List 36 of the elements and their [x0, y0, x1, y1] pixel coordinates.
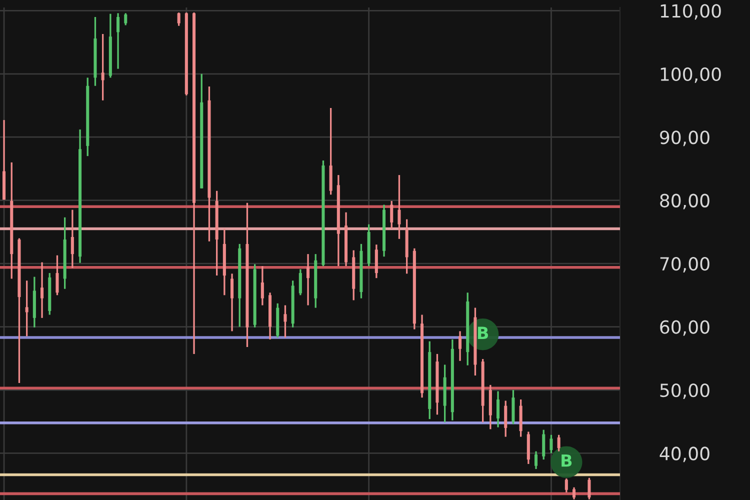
candlestick [564, 478, 568, 494]
candlestick [56, 254, 59, 296]
candlestick [588, 477, 591, 500]
candlestick [496, 390, 500, 428]
candlestick [116, 12, 120, 70]
annotation: B [478, 326, 488, 339]
candlestick [534, 450, 538, 470]
y-tick-label: 80,00 [660, 194, 710, 210]
candlestick [177, 12, 180, 27]
candlestick [25, 280, 28, 338]
y-tick-label: 60,00 [660, 320, 710, 336]
y-tick-label: 50,00 [660, 383, 710, 399]
candlestick [572, 486, 576, 500]
candlestick [70, 208, 74, 269]
candlestick [542, 428, 546, 460]
candlestick [374, 244, 378, 279]
y-tick-label: 110,00 [660, 4, 721, 20]
candlestick [284, 304, 287, 338]
candlestick [557, 434, 560, 452]
candlestick [306, 253, 310, 306]
candlestick [260, 265, 264, 306]
candlestick [230, 272, 234, 332]
candlestick [504, 400, 508, 438]
candlestick [124, 12, 128, 26]
candlestick [550, 434, 553, 454]
candlestick [40, 261, 44, 319]
annotation: B [562, 454, 572, 467]
y-tick-label: 90,00 [660, 130, 710, 146]
y-tick-label: 40,00 [660, 446, 710, 462]
candlestick [398, 174, 401, 240]
y-tick-label: 100,00 [660, 67, 721, 83]
candlestick [458, 330, 462, 362]
y-tick-label: 70,00 [660, 257, 710, 273]
candlestick [101, 33, 104, 102]
candlestick [298, 268, 302, 296]
candlestick [390, 200, 394, 230]
